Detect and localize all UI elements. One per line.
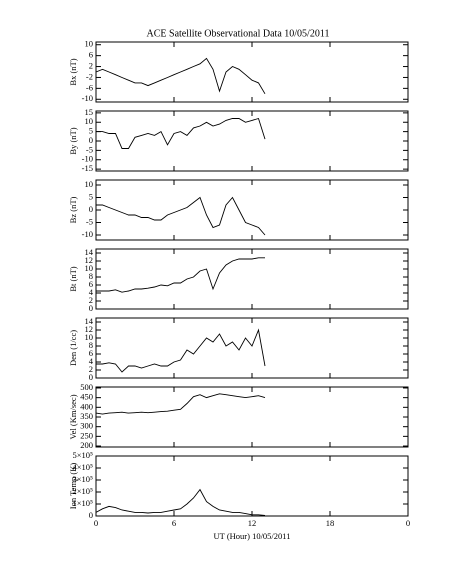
y-tick-label: -6 [86,82,93,92]
y-tick-label: 12 [85,255,94,265]
y-tick-label: 5 [89,126,93,136]
y-axis-label: Ion Temp (K) [68,463,78,510]
x-tick-label: 6 [172,518,176,528]
y-axis-label: Bt (nT) [68,266,78,291]
y-tick-label: 10 [85,116,94,126]
y-tick-label: 10 [85,179,94,189]
y-axis-label: By (nT) [68,127,78,154]
y-tick-label: 4 [89,356,94,366]
y-tick-label: 0 [89,135,93,145]
y-tick-label: 8 [89,340,93,350]
panel-frame [95,248,409,310]
y-tick-label: 0 [89,372,93,382]
data-line [95,393,266,415]
y-axis-label: Den (1/cc) [68,330,78,366]
panel-frame [95,455,409,517]
y-tick-label: 250 [80,430,93,440]
y-tick-label: -10 [82,93,93,103]
y-tick-label: 350 [80,411,93,421]
y-tick-label: 6 [89,50,93,60]
y-tick-label: 400 [80,401,93,411]
y-tick-label: 10 [85,39,94,49]
y-tick-label: 10 [85,332,94,342]
chart-title: ACE Satellite Observational Data 10/05/2… [147,28,330,39]
y-tick-label: -10 [82,154,93,164]
y-tick-label: 14 [85,316,94,326]
y-tick-label: 2 [89,364,93,374]
y-tick-label: 300 [80,421,93,431]
data-line [96,117,266,149]
y-tick-label: 15 [85,107,94,117]
panel-frame [95,179,409,241]
x-tick-label: 18 [326,518,335,528]
y-tick-label: 14 [85,247,94,257]
panel-frame [95,41,409,103]
y-tick-label: 2×10⁵ [72,486,93,496]
y-tick-label: 10 [85,263,94,273]
x-tick-label: 12 [248,518,257,528]
data-line [95,57,266,95]
y-tick-label: 2 [89,60,93,70]
y-tick-label: 500 [80,382,93,392]
y-tick-label: -2 [86,71,93,81]
y-tick-label: -15 [82,163,93,173]
y-tick-label: 0 [89,303,93,313]
y-tick-label: -5 [86,216,93,226]
x-tick-label: 0 [406,518,410,528]
y-tick-label: 200 [80,440,93,450]
y-tick-label: 5 [89,191,93,201]
y-tick-label: 4 [89,287,94,297]
y-tick-label: 0 [89,510,93,520]
data-line [95,488,266,516]
x-axis-label: UT (Hour) 10/05/2011 [214,531,291,541]
x-tick-label: 0 [94,518,98,528]
data-line [96,196,266,236]
y-axis-label: Bz (nT) [68,196,78,223]
y-tick-label: 5×10⁵ [72,450,93,460]
y-tick-label: 3×10⁵ [72,474,93,484]
y-tick-label: 6 [89,348,93,358]
y-tick-label: 8 [89,271,93,281]
y-tick-label: -10 [82,229,93,239]
y-axis-label: Bx (nT) [68,58,78,85]
y-tick-label: 450 [80,392,93,402]
panel-frame [95,386,409,448]
y-tick-label: 12 [85,324,94,334]
data-line [96,328,266,373]
y-tick-label: -5 [86,144,93,154]
panel-frame [95,317,409,379]
y-axis-label: Vel (Km/sec) [68,394,78,439]
y-tick-label: 6 [89,279,93,289]
y-tick-label: 0 [89,204,93,214]
y-tick-label: 2 [89,295,93,305]
y-tick-label: 4×10⁵ [72,462,93,472]
y-tick-label: 1×10⁵ [72,498,93,508]
data-line [96,257,265,293]
